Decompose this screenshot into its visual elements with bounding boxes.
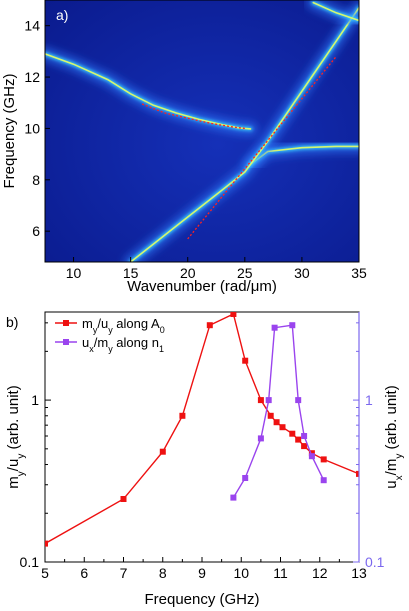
x-tick-label: 25 [237, 265, 253, 281]
series-line-1 [232, 324, 325, 498]
branch-core-2 [129, 6, 359, 262]
series-0-point [206, 322, 213, 329]
series-0-point [257, 397, 264, 404]
panel-a-y-axis-label: Frequency (GHz) [1, 73, 18, 188]
panel-a-frame [44, 0, 360, 263]
series-0-point [289, 430, 296, 437]
series-1-point [320, 477, 327, 484]
x-tick-label: 13 [351, 565, 367, 581]
panel-b-x-ticks: 5 6 7 8 9 10 11 12 13 [41, 557, 367, 581]
x-tick-label: 9 [198, 565, 206, 581]
panel-a-x-ticks: 10 15 20 25 30 35 [66, 257, 367, 281]
panel-b-x-axis-label: Frequency (GHz) [144, 591, 259, 608]
series-1-point [230, 494, 237, 501]
panel-b-left-y-ticks: 0.11 [20, 322, 51, 570]
series-0-point [295, 436, 302, 443]
y-right-tick-label: 1 [365, 392, 373, 408]
panel-a-x-axis-label: Wavenumber (rad/μm) [127, 278, 277, 295]
panel-a-label: a) [56, 7, 68, 23]
panel-b: 5 6 7 8 9 10 11 12 13 0.11 0.11 b) my/uy along A… [5, 311, 405, 608]
x-tick-label: 30 [294, 265, 310, 281]
x-tick-label: 35 [351, 265, 367, 281]
series-0-point [159, 448, 166, 455]
x-tick-label: 20 [180, 265, 196, 281]
y-tick-label: 12 [24, 69, 40, 85]
y-tick-label: 6 [32, 223, 40, 239]
panel-a: a) 10 15 20 25 30 35 6 8 10 12 14 Wavenumber (rad… [1, 0, 367, 295]
series-0-point [301, 443, 308, 450]
legend-marker-n1 [63, 339, 69, 345]
series-0-point [230, 312, 237, 317]
fit-line-0 [141, 103, 245, 130]
x-tick-label: 10 [66, 265, 82, 281]
panel-a-y-ticks: 6 8 10 12 14 [24, 18, 50, 239]
x-tick-label: 5 [41, 565, 49, 581]
series-1-point [265, 397, 272, 404]
y-tick-label: 8 [32, 172, 40, 188]
fit-line-1 [187, 56, 337, 240]
branch-core-3 [312, 1, 359, 22]
panel-b-left-y-axis-label: my/uy (arb. unit) [5, 385, 27, 488]
panel-b-series [45, 312, 359, 547]
fit-lines [141, 56, 337, 240]
y-tick-label: 1 [31, 392, 39, 408]
panel-b-right-y-axis-label: ux/my (arb. unit) [383, 385, 405, 488]
legend-marker-a0 [63, 320, 69, 326]
series-1-point [271, 324, 278, 331]
legend-label-a0: my/uy along A0 [82, 316, 165, 335]
series-0-point [273, 419, 280, 426]
x-tick-label: 15 [123, 265, 139, 281]
x-tick-label: 6 [80, 565, 88, 581]
x-tick-label: 10 [233, 565, 249, 581]
x-tick-label: 8 [159, 565, 167, 581]
series-1-point [257, 435, 264, 442]
heatmap-background [45, 0, 359, 262]
series-1-point [289, 322, 296, 329]
series-0-point [242, 357, 249, 364]
series-1-point [242, 475, 249, 481]
x-tick-label: 7 [120, 565, 128, 581]
series-1-point [308, 453, 315, 460]
dispersion-branches [45, 0, 359, 262]
series-0-point [267, 412, 274, 419]
series-0-point [320, 456, 327, 463]
legend: my/uy along A0 ux/my along n1 [55, 316, 165, 354]
y-right-tick-label: 0.1 [365, 554, 385, 570]
y-tick-label: 10 [24, 120, 40, 136]
x-tick-label: 12 [312, 565, 328, 581]
y-tick-label: 0.1 [20, 554, 40, 570]
series-0-point [279, 424, 286, 431]
branch-core-0 [45, 53, 252, 130]
panel-b-right-y-ticks: 0.11 [353, 322, 385, 570]
series-1-point [295, 397, 302, 404]
series-0-point [45, 540, 48, 547]
series-0-point [356, 470, 359, 477]
series-1-point [301, 433, 308, 439]
x-tick-label: 11 [273, 565, 288, 581]
series-0-point [120, 496, 127, 502]
y-tick-label: 14 [24, 18, 40, 34]
panel-b-label: b) [6, 314, 18, 330]
legend-label-n1: ux/my along n1 [82, 335, 164, 354]
series-0-point [179, 412, 186, 419]
